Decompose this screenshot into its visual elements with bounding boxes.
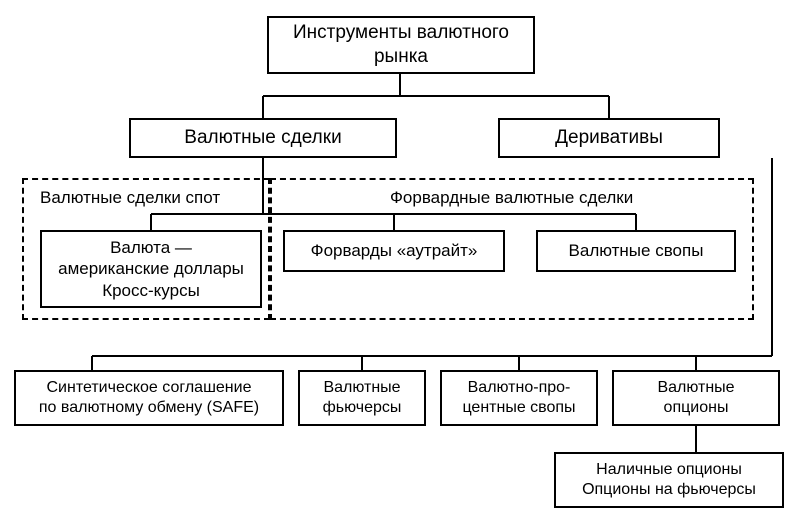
group-forward-label: Форвардные валютные сделки [390,188,633,208]
node-ccyir-swaps-label: Валютно-про-центные свопы [462,378,575,418]
node-usd-label: Валюта —американские долларыКросс-курсы [58,237,244,301]
node-root: Инструменты валютногорынка [267,16,535,74]
node-futures: Валютныефьючерсы [298,370,426,426]
node-options-label: Валютныеопционы [657,378,734,418]
node-swaps: Валютные свопы [536,230,736,272]
node-root-label: Инструменты валютногорынка [293,21,509,69]
node-outright: Форварды «аутрайт» [283,230,505,272]
node-deriv: Деривативы [498,118,720,158]
node-options: Валютныеопционы [612,370,780,426]
node-deals: Валютные сделки [129,118,397,158]
node-cash-opt-label: Наличные опционыОпционы на фьючерсы [582,460,756,500]
node-futures-label: Валютныефьючерсы [323,378,402,418]
node-outright-label: Форварды «аутрайт» [311,240,478,261]
node-ccyir-swaps: Валютно-про-центные свопы [440,370,598,426]
node-safe: Синтетическое соглашениепо валютному обм… [14,370,284,426]
node-deriv-label: Деривативы [555,126,663,150]
node-swaps-label: Валютные свопы [569,240,704,261]
node-usd: Валюта —американские долларыКросс-курсы [40,230,262,308]
node-safe-label: Синтетическое соглашениепо валютному обм… [39,378,259,418]
group-spot-label: Валютные сделки спот [40,188,220,208]
node-cash-opt: Наличные опционыОпционы на фьючерсы [554,452,784,508]
node-deals-label: Валютные сделки [184,126,341,150]
